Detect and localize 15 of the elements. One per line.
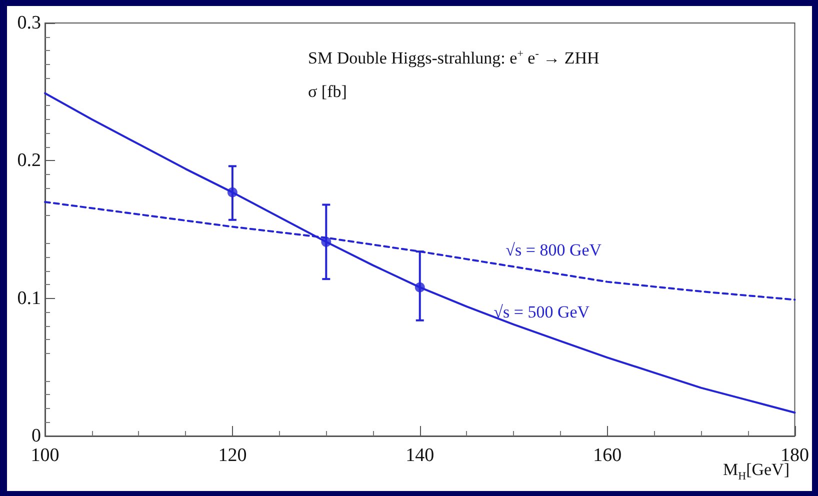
y-tick-label: 0	[32, 426, 41, 446]
series-label: √s = 500 GeV	[494, 302, 590, 322]
point	[321, 236, 332, 247]
point	[414, 282, 425, 292]
point	[227, 187, 238, 198]
x-tick-label: 160	[593, 445, 622, 466]
x-tick-label: 120	[218, 445, 247, 466]
y-axis-title: σ [fb]	[308, 82, 347, 102]
y-tick-label: 0.2	[17, 150, 41, 172]
x-tick-label: 140	[406, 445, 434, 466]
y-tick-label: 0.3	[17, 12, 41, 34]
y-tick-label: 0.1	[17, 288, 41, 309]
x-tick-label: 100	[30, 445, 60, 466]
series-label: √s = 800 GeV	[506, 240, 602, 260]
text: SM Double Higgs-strahlung: e$^{+}$ e$^{-}$ → ZHH	[308, 48, 600, 69]
